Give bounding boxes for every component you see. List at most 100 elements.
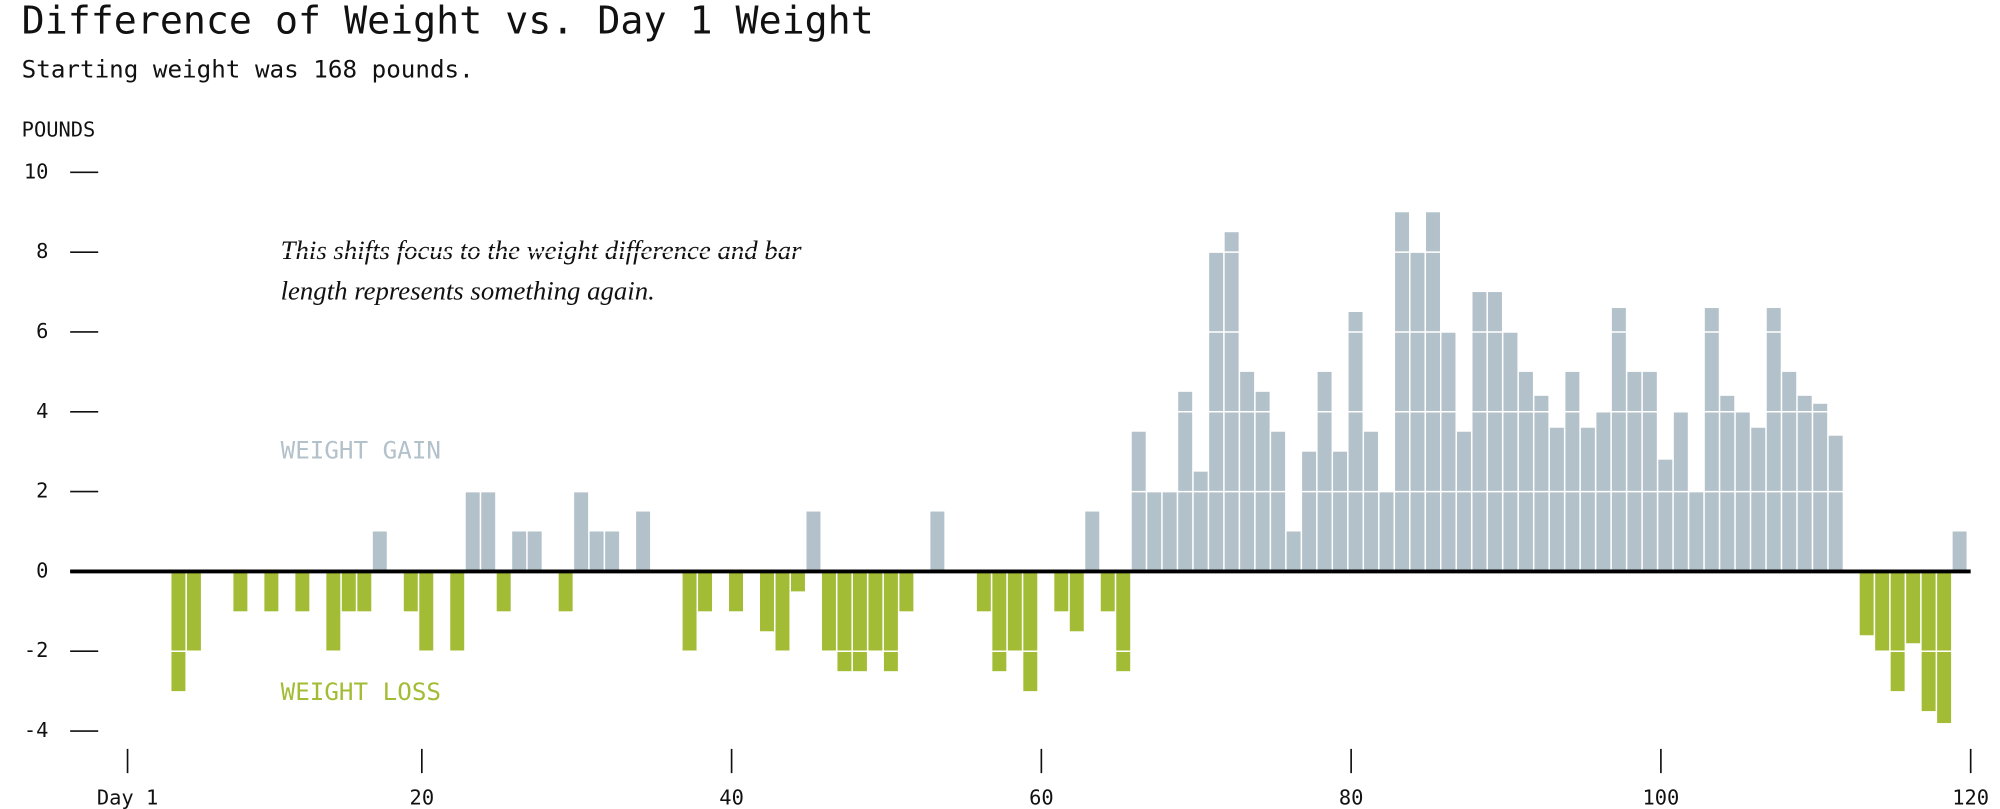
bar (1456, 431, 1471, 572)
bar (574, 491, 589, 572)
bar (372, 531, 387, 572)
bar (1503, 331, 1518, 572)
x-tick-label: 80 (1339, 786, 1364, 809)
bar (1178, 391, 1193, 572)
bar (1658, 459, 1673, 572)
bar (1302, 451, 1317, 572)
chart-title: Difference of Weight vs. Day 1 Weight (22, 0, 874, 44)
bar (868, 571, 883, 652)
bar (1828, 435, 1843, 572)
bar (450, 571, 465, 652)
bar (1704, 308, 1719, 572)
bar (1859, 571, 1874, 636)
bar (1054, 571, 1069, 612)
bar (1147, 491, 1162, 572)
bar (682, 571, 697, 652)
x-tick-label: 120 (1952, 786, 1989, 809)
bar (1906, 571, 1921, 644)
bar (1487, 292, 1502, 572)
bar (899, 571, 914, 612)
bar (1642, 371, 1657, 572)
bar (636, 511, 651, 572)
x-tick-label: 60 (1029, 786, 1054, 809)
bar (1952, 531, 1967, 572)
bar (186, 571, 201, 652)
y-tick-label: 4 (36, 399, 48, 423)
bar (527, 531, 542, 572)
bar (806, 511, 821, 572)
loss-label: WEIGHT LOSS (281, 678, 441, 706)
bar (512, 531, 527, 572)
bar (790, 571, 805, 592)
bar (1890, 571, 1905, 692)
bar (1286, 531, 1301, 572)
bar (976, 571, 991, 612)
bar (1580, 427, 1595, 572)
chart-subtitle: Starting weight was 168 pounds. (22, 55, 474, 83)
bar (589, 531, 604, 572)
bar (883, 571, 898, 672)
bar (1720, 395, 1735, 572)
x-tick-label: 40 (719, 786, 744, 809)
bar (775, 571, 790, 652)
bar (481, 491, 496, 572)
bar (1875, 571, 1890, 652)
bar (1813, 403, 1828, 572)
y-axis-label: POUNDS (22, 117, 96, 141)
bar (465, 491, 480, 572)
bar (930, 511, 945, 572)
bar (1379, 491, 1394, 572)
bar (1162, 491, 1177, 572)
bar (1131, 431, 1146, 572)
bar (1255, 391, 1270, 572)
bar (326, 571, 341, 652)
bar (403, 571, 418, 612)
bar (341, 571, 356, 612)
bar (1364, 431, 1379, 572)
y-tick-label: 0 (36, 558, 48, 582)
bar (233, 571, 248, 612)
bar (1534, 395, 1549, 572)
bar (264, 571, 279, 612)
bar (1689, 491, 1704, 572)
bar (1627, 371, 1642, 572)
bar (1007, 571, 1022, 652)
y-tick-label: 10 (24, 159, 49, 183)
annotation: This shifts focus to the weight differen… (281, 235, 802, 265)
x-tick-label: Day 1 (97, 786, 158, 809)
bar (605, 531, 620, 572)
bar (1240, 371, 1255, 572)
bar (1937, 571, 1952, 724)
bar (1782, 371, 1797, 572)
bar (992, 571, 1007, 672)
bar (1426, 212, 1440, 572)
bar (1441, 331, 1456, 572)
bar (1549, 427, 1564, 572)
y-tick-label: -2 (24, 638, 49, 662)
bar (419, 571, 434, 652)
annotation: length represents something again. (281, 276, 655, 306)
bar (1023, 571, 1038, 692)
bar (1518, 371, 1533, 572)
y-tick-label: 6 (36, 319, 48, 343)
bar (1611, 308, 1626, 572)
bar (1766, 308, 1781, 572)
bar (837, 571, 852, 672)
bar (1921, 571, 1936, 712)
x-tick-label: 20 (410, 786, 435, 809)
bar (1751, 427, 1766, 572)
bar (1193, 471, 1208, 572)
bar (1348, 312, 1363, 572)
bar (852, 571, 867, 672)
bar (357, 571, 372, 612)
bar (698, 571, 713, 612)
x-tick-label: 100 (1642, 786, 1679, 809)
bar (821, 571, 836, 652)
bar (760, 571, 774, 632)
bar (496, 571, 511, 612)
bar (295, 571, 310, 612)
y-tick-label: -4 (24, 718, 49, 742)
bar (1565, 371, 1580, 572)
gain-label: WEIGHT GAIN (281, 437, 441, 465)
